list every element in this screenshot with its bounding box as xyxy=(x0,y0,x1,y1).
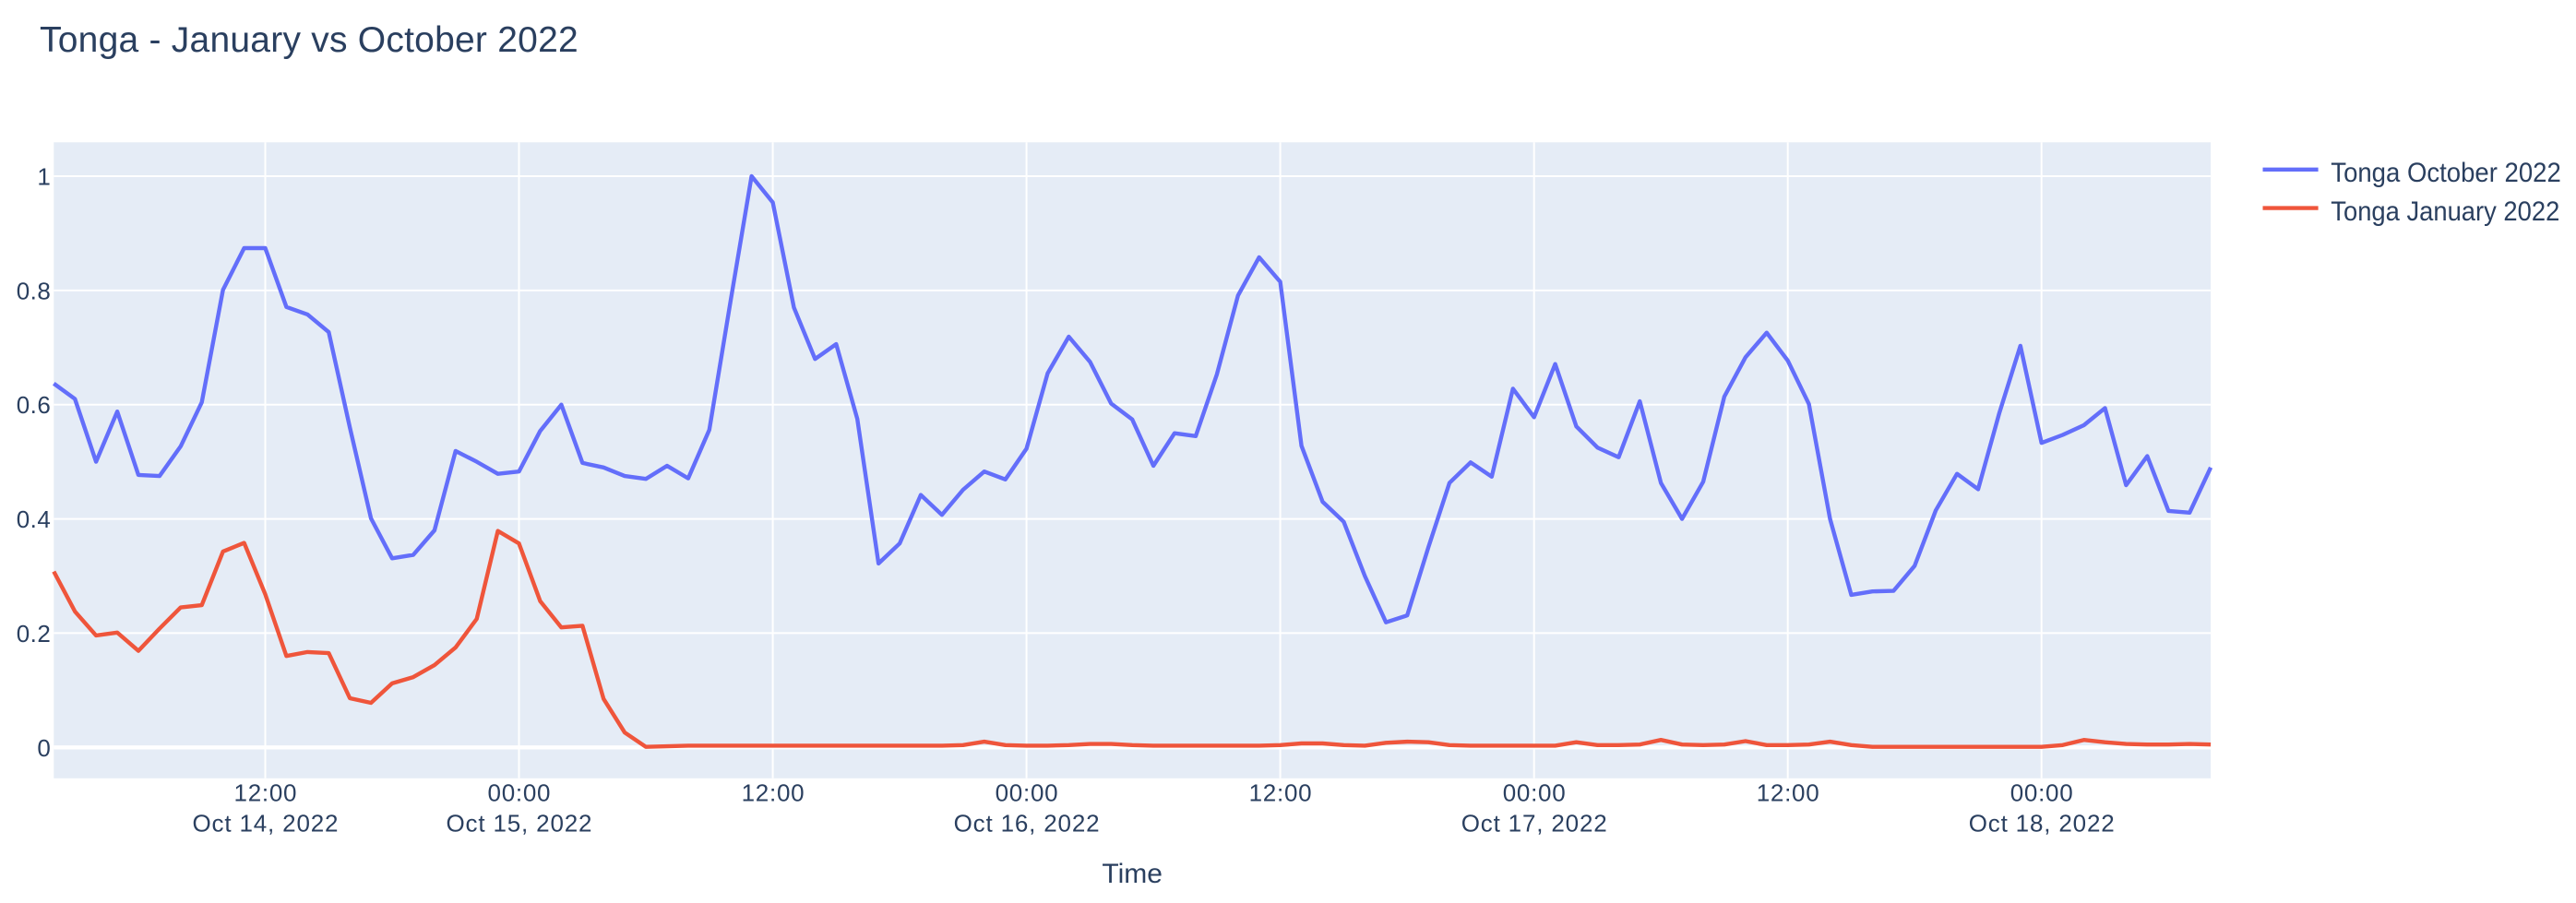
svg-text:Oct 17, 2022: Oct 17, 2022 xyxy=(1461,810,1607,838)
svg-text:12:00: 12:00 xyxy=(234,779,297,807)
svg-text:Oct 14, 2022: Oct 14, 2022 xyxy=(193,810,339,838)
svg-text:Oct 16, 2022: Oct 16, 2022 xyxy=(954,810,1100,838)
svg-text:12:00: 12:00 xyxy=(742,779,805,807)
svg-text:0.4: 0.4 xyxy=(17,505,51,533)
svg-text:00:00: 00:00 xyxy=(2010,779,2073,807)
svg-text:Oct 15, 2022: Oct 15, 2022 xyxy=(447,810,592,838)
svg-text:0: 0 xyxy=(37,734,50,762)
svg-text:Tonga January 2022: Tonga January 2022 xyxy=(2331,196,2559,227)
svg-text:1: 1 xyxy=(37,162,50,190)
svg-text:0.8: 0.8 xyxy=(17,277,51,304)
svg-text:0.6: 0.6 xyxy=(17,391,51,419)
svg-text:00:00: 00:00 xyxy=(1503,779,1566,807)
svg-text:12:00: 12:00 xyxy=(1249,779,1312,807)
svg-text:Tonga - January vs October 202: Tonga - January vs October 2022 xyxy=(40,20,578,60)
svg-text:Time: Time xyxy=(1102,859,1163,889)
svg-text:12:00: 12:00 xyxy=(1757,779,1819,807)
svg-text:0.2: 0.2 xyxy=(17,620,51,648)
svg-text:Oct 18, 2022: Oct 18, 2022 xyxy=(1969,810,2115,838)
svg-text:Tonga October 2022: Tonga October 2022 xyxy=(2331,158,2561,188)
svg-text:00:00: 00:00 xyxy=(996,779,1058,807)
svg-text:00:00: 00:00 xyxy=(488,779,551,807)
